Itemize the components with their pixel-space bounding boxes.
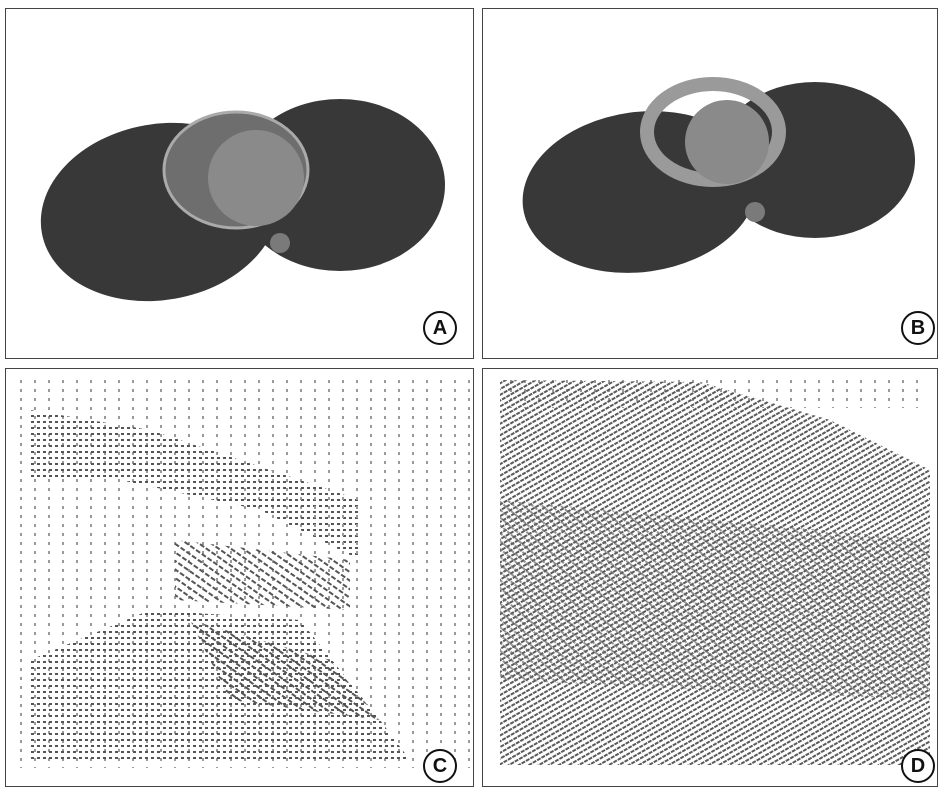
page: {"panels": [{"label": "A"}, {"label": "B… bbox=[0, 0, 939, 789]
panel-c: C bbox=[6, 369, 474, 787]
dot bbox=[270, 233, 290, 253]
dot bbox=[745, 202, 765, 222]
panel-d: D bbox=[483, 369, 938, 787]
panel-a: A bbox=[6, 9, 474, 359]
sphere bbox=[208, 130, 304, 226]
panel-b: B bbox=[483, 9, 938, 359]
sphere bbox=[685, 100, 769, 184]
panel-label: A bbox=[433, 317, 447, 339]
panel-label: B bbox=[911, 317, 925, 339]
panel-label: C bbox=[433, 755, 447, 777]
panel-label: D bbox=[911, 755, 925, 777]
figure: A B C D bbox=[0, 0, 939, 789]
